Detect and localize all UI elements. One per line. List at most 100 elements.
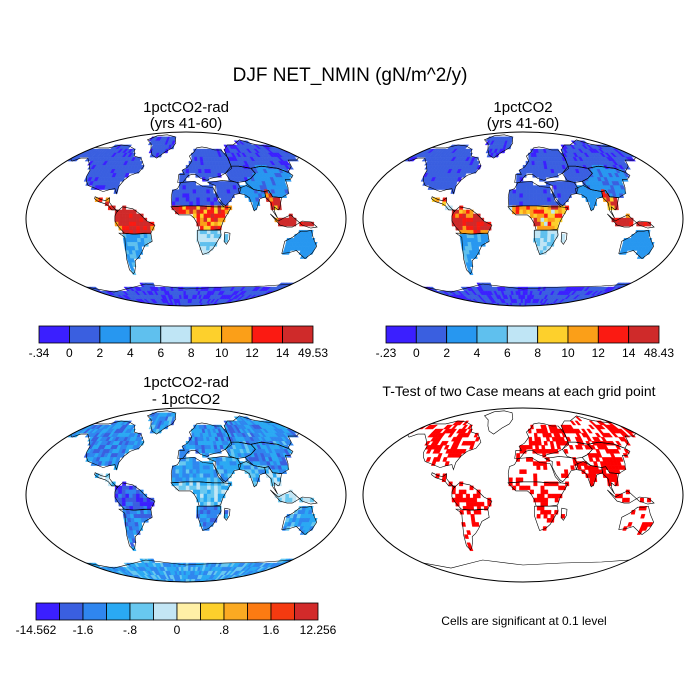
grid-cell — [405, 282, 416, 288]
grid-cell — [195, 465, 200, 470]
grid-cell — [222, 307, 233, 311]
grid-cell — [108, 575, 119, 580]
grid-cell — [225, 583, 236, 587]
grid-cell — [185, 481, 190, 487]
grid-cell — [78, 566, 89, 572]
grid-cell — [117, 583, 132, 587]
coastline-india — [238, 185, 267, 212]
grid-cell — [223, 473, 229, 478]
grid-cell — [554, 481, 559, 487]
grid-cell — [180, 286, 184, 292]
grid-cell — [551, 213, 556, 219]
grid-cell — [411, 286, 422, 292]
grid-cell — [199, 230, 204, 235]
colorbar-box — [35, 602, 60, 621]
grid-cell — [202, 189, 207, 194]
grid-cell — [567, 307, 580, 311]
grid-cell — [543, 209, 549, 215]
grid-cell — [199, 197, 204, 202]
grid-cell — [139, 307, 150, 311]
grid-cell — [427, 294, 438, 300]
coastline-greenland — [146, 134, 177, 159]
grid-cell — [443, 299, 454, 304]
grid-cell — [546, 242, 551, 247]
grid-cell — [200, 307, 205, 311]
grid-cell — [588, 299, 599, 304]
grid-cell — [465, 497, 471, 503]
grid-cell — [217, 213, 222, 219]
grid-cell — [462, 307, 476, 311]
grid-cell — [589, 303, 602, 306]
grid-cell — [525, 445, 530, 450]
grid-cell — [182, 185, 187, 190]
grid-cell — [590, 299, 601, 304]
grid-cell — [185, 566, 189, 572]
grid-cell — [132, 230, 138, 235]
grid-cell — [76, 290, 86, 296]
grid-cell — [561, 205, 566, 211]
grid-cell — [293, 282, 304, 288]
coastline-europe — [514, 146, 570, 183]
grid-cell — [563, 307, 575, 311]
grid-cell — [507, 307, 512, 311]
grid-cell — [486, 307, 495, 311]
grid-cell — [210, 201, 215, 206]
grid-cell — [239, 579, 250, 582]
grid-cell — [214, 583, 223, 587]
grid-cell — [227, 307, 239, 311]
grid-cell — [466, 234, 471, 239]
grid-cell — [571, 303, 582, 306]
grid-cell — [554, 497, 559, 503]
grid-cell — [90, 294, 101, 300]
grid-cell — [231, 307, 244, 311]
grid-cell — [221, 307, 232, 311]
grid-cell — [278, 566, 290, 572]
grid-cell — [136, 234, 141, 239]
grid-cell — [129, 303, 140, 306]
grid-cell — [76, 566, 86, 572]
grid-cell — [527, 307, 530, 311]
grid-cell — [189, 307, 191, 311]
grid-cell — [639, 497, 645, 503]
grid-cell — [561, 485, 566, 491]
grid-cell — [129, 501, 134, 507]
grid-cell — [474, 436, 480, 442]
grid-cell — [115, 583, 131, 587]
panel-3-title: 1pctCO2-rad — [143, 374, 229, 391]
grid-cell — [206, 510, 211, 515]
grid-cell — [544, 307, 551, 311]
grid-cell — [138, 583, 149, 587]
grid-cell — [283, 290, 294, 296]
grid-cell — [286, 566, 296, 572]
grid-cell — [554, 493, 559, 499]
grid-cell — [257, 575, 268, 580]
grid-cell — [165, 307, 171, 311]
grid-cell — [107, 579, 120, 582]
grid-cell — [206, 230, 211, 235]
grid-cell — [73, 424, 84, 430]
grid-cell — [253, 299, 264, 304]
grid-cell — [466, 501, 471, 507]
grid-cell — [235, 579, 246, 582]
grid-cell — [230, 193, 235, 198]
grid-cell — [476, 165, 482, 170]
grid-cell — [125, 485, 130, 491]
grid-cell — [593, 303, 608, 306]
grid-cell — [462, 217, 467, 223]
grid-cell — [178, 209, 183, 215]
grid-cell — [466, 303, 477, 306]
grid-cell — [292, 286, 304, 292]
grid-cell — [230, 307, 243, 311]
grid-cell — [196, 217, 201, 223]
coastline-central-america — [431, 196, 455, 213]
grid-cell — [196, 213, 201, 219]
grid-cell — [587, 424, 596, 430]
grid-cell — [140, 234, 145, 239]
grid-cell — [234, 583, 248, 587]
grid-cell — [194, 169, 199, 174]
colorbar-tick-label: 12.256 — [300, 623, 337, 637]
grid-cell — [557, 193, 562, 198]
grid-cell — [203, 209, 208, 215]
grid-cell — [234, 303, 245, 306]
grid-cell — [273, 570, 284, 576]
